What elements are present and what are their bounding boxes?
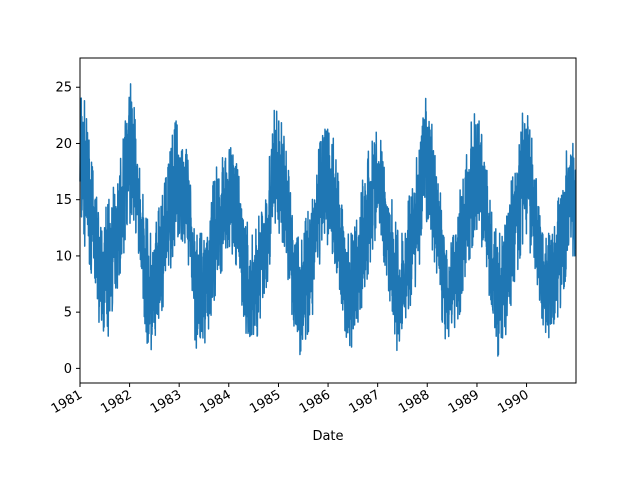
x-tick-label: 1990 bbox=[495, 387, 531, 417]
x-axis: 1981 1982 1983 1984 1985 1986 1987 1988 1989 1990 bbox=[49, 383, 532, 417]
y-tick-label: 5 bbox=[64, 306, 72, 321]
x-tick-label: 1983 bbox=[148, 387, 184, 417]
x-tick-label: 1982 bbox=[98, 387, 134, 417]
series-layer bbox=[79, 83, 577, 357]
y-tick-label: 25 bbox=[55, 81, 72, 96]
x-tick-label: 1989 bbox=[446, 387, 482, 417]
y-tick-label: 10 bbox=[55, 249, 72, 264]
x-axis-title: Date bbox=[312, 429, 343, 444]
y-tick-label: 15 bbox=[55, 193, 72, 208]
x-tick-label: 1985 bbox=[247, 387, 283, 417]
x-tick-label: 1988 bbox=[396, 387, 432, 417]
x-tick-label: 1981 bbox=[49, 387, 85, 417]
y-tick-label: 0 bbox=[64, 362, 72, 377]
y-tick-label: 20 bbox=[55, 137, 72, 152]
x-tick-label: 1987 bbox=[346, 387, 382, 417]
x-tick-label: 1984 bbox=[198, 387, 234, 417]
x-tick-label: 1986 bbox=[297, 387, 333, 417]
y-axis: 0 5 10 15 20 25 bbox=[55, 81, 80, 377]
series-line bbox=[79, 83, 577, 357]
